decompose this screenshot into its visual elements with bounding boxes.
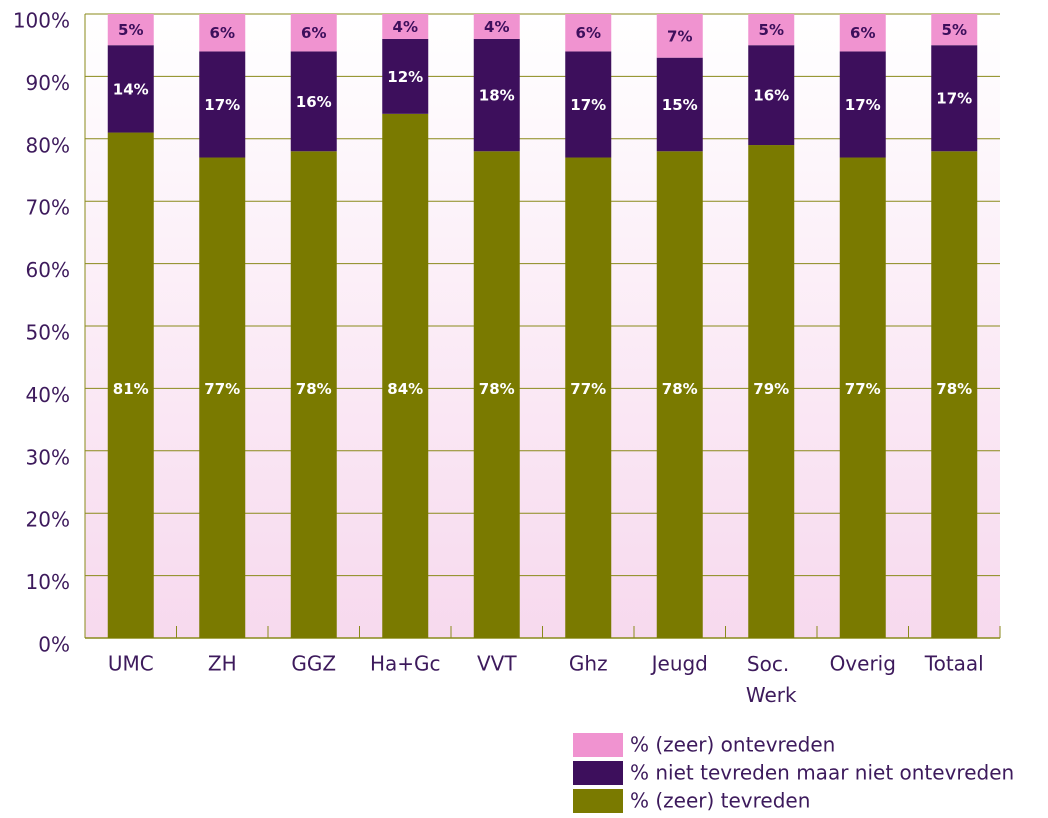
value-label: 12% [387, 68, 423, 86]
value-label: 78% [479, 380, 515, 398]
bar-segment [199, 51, 246, 158]
y-tick-label: 30% [26, 445, 70, 469]
value-label: 81% [113, 380, 149, 398]
value-label: 17% [936, 90, 972, 108]
bar-segment [290, 51, 337, 152]
x-tick-label: Ha+Gc [370, 652, 441, 676]
value-label: 16% [296, 93, 332, 111]
y-tick-label: 40% [26, 383, 70, 407]
legend-swatch [573, 789, 623, 813]
bar-segment [931, 151, 978, 638]
y-tick-label: 80% [26, 133, 70, 157]
x-tick-label: Ghz [569, 652, 608, 676]
bar-segment [107, 132, 154, 638]
value-label: 15% [662, 96, 698, 114]
bar-segment [290, 14, 337, 52]
value-label: 17% [204, 96, 240, 114]
value-label: 6% [576, 24, 601, 42]
value-label: 16% [753, 87, 789, 105]
x-tick-label: Soc. Werk [746, 652, 797, 707]
value-label: 5% [942, 21, 967, 39]
x-tick-label: Jeugd [650, 652, 708, 676]
legend-label: % (zeer) tevreden [630, 789, 810, 813]
bar-segment [656, 57, 703, 152]
value-label: 77% [845, 380, 881, 398]
bar-segment [382, 113, 429, 639]
legend-swatch [573, 761, 623, 785]
value-label: 6% [850, 24, 875, 42]
value-label: 78% [296, 380, 332, 398]
bar-segment [199, 157, 246, 638]
bar-segment [473, 151, 520, 638]
y-tick-label: 20% [26, 508, 70, 532]
bar-segment [839, 157, 886, 638]
value-label: 17% [845, 96, 881, 114]
legend-label: % niet tevreden maar niet ontevreden [630, 761, 1014, 785]
y-tick-label: 90% [26, 71, 70, 95]
bar-segment [839, 51, 886, 158]
x-tick-label: Totaal [924, 652, 984, 676]
bar-segment [656, 14, 703, 58]
value-label: 6% [210, 24, 235, 42]
bar-segment [107, 45, 154, 133]
value-label: 14% [113, 80, 149, 98]
y-tick-label: 10% [26, 570, 70, 594]
value-label: 18% [479, 87, 515, 105]
x-tick-label: VVT [477, 652, 517, 676]
value-label: 78% [936, 380, 972, 398]
value-label: 84% [387, 380, 423, 398]
value-label: 17% [570, 96, 606, 114]
bar-segment [748, 14, 795, 46]
bar-segment [656, 151, 703, 638]
bar-segment [290, 151, 337, 638]
bar-segment [473, 38, 520, 152]
bar-segment [565, 14, 612, 52]
value-label: 7% [667, 27, 692, 45]
bar-segment [839, 14, 886, 52]
bar-segment [382, 14, 429, 39]
value-label: 4% [484, 18, 509, 36]
y-tick-label: 60% [26, 258, 70, 282]
value-label: 78% [662, 380, 698, 398]
bar-segment [565, 51, 612, 158]
bar-segment [748, 145, 795, 639]
y-tick-label: 0% [38, 633, 70, 657]
x-tick-label: ZH [208, 652, 237, 676]
value-label: 77% [204, 380, 240, 398]
value-label: 77% [570, 380, 606, 398]
value-label: 79% [753, 380, 789, 398]
y-tick-label: 100% [13, 9, 70, 33]
legend-label: % (zeer) ontevreden [630, 733, 835, 757]
value-label: 5% [759, 21, 784, 39]
bar-segment [473, 14, 520, 39]
bar-segment [565, 157, 612, 638]
value-label: 5% [118, 21, 143, 39]
x-tick-label: GGZ [291, 652, 336, 676]
value-label: 4% [393, 18, 418, 36]
bar-segment [748, 45, 795, 146]
y-tick-label: 70% [26, 196, 70, 220]
bar-segment [931, 45, 978, 152]
value-label: 6% [301, 24, 326, 42]
bar-segment [931, 14, 978, 46]
x-tick-label: Overig [830, 652, 896, 676]
legend-swatch [573, 733, 623, 757]
y-tick-label: 50% [26, 321, 70, 345]
bar-segment [199, 14, 246, 52]
bar-segment [382, 38, 429, 114]
x-tick-label: UMC [108, 652, 154, 676]
bar-segment [107, 14, 154, 46]
